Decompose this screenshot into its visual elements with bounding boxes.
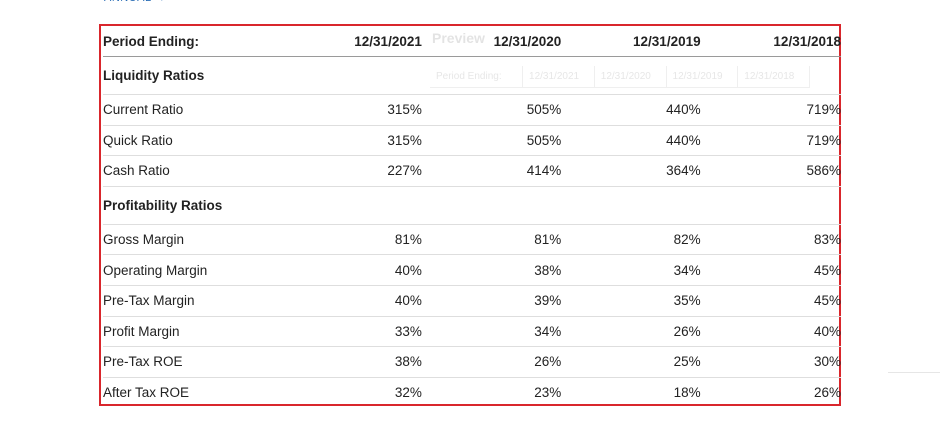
period-column-header: 12/31/2021 xyxy=(323,26,422,57)
table-row: Current Ratio 315% 505% 440% 719% xyxy=(103,94,841,126)
row-label: Pre-Tax ROE xyxy=(103,346,324,378)
cell-value: 40% xyxy=(323,254,422,286)
cell-value: 34% xyxy=(421,316,562,348)
cell-value: 33% xyxy=(323,316,422,348)
row-label: Cash Ratio xyxy=(103,155,324,187)
cell-value: 83% xyxy=(700,224,841,256)
row-label: Profit Margin xyxy=(103,316,324,348)
cell-value: 82% xyxy=(561,224,701,256)
ratios-table-highlight: Period Ending: 12/31/2021 12/31/2020 12/… xyxy=(99,24,841,406)
section-row-liquidity: Liquidity Ratios xyxy=(103,56,841,95)
period-column-header: 12/31/2018 xyxy=(700,26,841,57)
table-row: Pre-Tax ROE 38% 26% 25% 30% xyxy=(103,346,841,378)
cell-value: 18% xyxy=(673,385,701,401)
row-label: Quick Ratio xyxy=(103,125,324,157)
section-title: Profitability Ratios xyxy=(103,186,841,225)
cell-value: 315% xyxy=(323,125,422,157)
period-column-header: 12/31/2020 xyxy=(421,26,562,57)
table-row: Quick Ratio 315% 505% 440% 719% xyxy=(103,125,841,157)
cell-value: 227% xyxy=(323,155,422,187)
cell-value: 414% xyxy=(421,155,562,187)
cell-value: 40% xyxy=(700,316,841,348)
cell-value: 26% xyxy=(421,346,562,378)
cell-value: 32% xyxy=(394,385,422,401)
cell-value: 315% xyxy=(323,94,422,126)
period-ending-label: Period Ending: xyxy=(103,26,324,57)
divider xyxy=(888,372,940,373)
cell-value: 39% xyxy=(421,285,562,317)
cell-value: 505% xyxy=(421,94,562,126)
cell-value: 26% xyxy=(813,385,841,401)
row-label: Current Ratio xyxy=(103,94,324,126)
row-label: Pre-Tax Margin xyxy=(103,285,324,317)
section-title: Liquidity Ratios xyxy=(103,56,841,95)
cell-value: 440% xyxy=(561,94,701,126)
table-row: Cash Ratio 227% 414% 364% 586% xyxy=(103,155,841,187)
cell-value: 586% xyxy=(700,155,841,187)
cell-value: 505% xyxy=(421,125,562,157)
cell-value: 81% xyxy=(323,224,422,256)
cell-value: 40% xyxy=(323,285,422,317)
cell-value: 25% xyxy=(561,346,701,378)
cell-value: 38% xyxy=(421,254,562,286)
cell-value: 35% xyxy=(561,285,701,317)
cell-value: 45% xyxy=(700,285,841,317)
table-row: Profit Margin 33% 34% 26% 40% xyxy=(103,316,841,348)
cell-value: 81% xyxy=(421,224,562,256)
section-row-profitability: Profitability Ratios xyxy=(103,186,841,225)
annual-label: ANNUAL xyxy=(104,0,152,4)
cell-value: 440% xyxy=(561,125,701,157)
cell-value: 34% xyxy=(561,254,701,286)
chevron-down-icon: ▾ xyxy=(160,0,165,3)
table-row: Pre-Tax Margin 40% 39% 35% 45% xyxy=(103,285,841,317)
cell-value: 719% xyxy=(700,125,841,157)
row-label: Gross Margin xyxy=(103,224,324,256)
cell-value: 26% xyxy=(561,316,701,348)
ratios-table: Period Ending: 12/31/2021 12/31/2020 12/… xyxy=(103,26,841,407)
cell-value: 38% xyxy=(323,346,422,378)
row-label: After Tax ROE xyxy=(103,385,190,401)
period-column-header: 12/31/2019 xyxy=(561,26,701,57)
cell-value: 23% xyxy=(534,385,562,401)
annual-period-toggle[interactable]: ANNUAL ▾ xyxy=(104,0,165,4)
cell-value: 45% xyxy=(700,254,841,286)
cell-value: 719% xyxy=(700,94,841,126)
table-header-row: Period Ending: 12/31/2021 12/31/2020 12/… xyxy=(103,26,841,57)
table-row: After Tax ROE 32% 23% 18% 26% xyxy=(103,377,841,407)
table-row: Operating Margin 40% 38% 34% 45% xyxy=(103,254,841,286)
cell-value: 30% xyxy=(700,346,841,378)
row-label: Operating Margin xyxy=(103,254,324,286)
cell-value: 364% xyxy=(561,155,701,187)
table-row: Gross Margin 81% 81% 82% 83% xyxy=(103,224,841,256)
